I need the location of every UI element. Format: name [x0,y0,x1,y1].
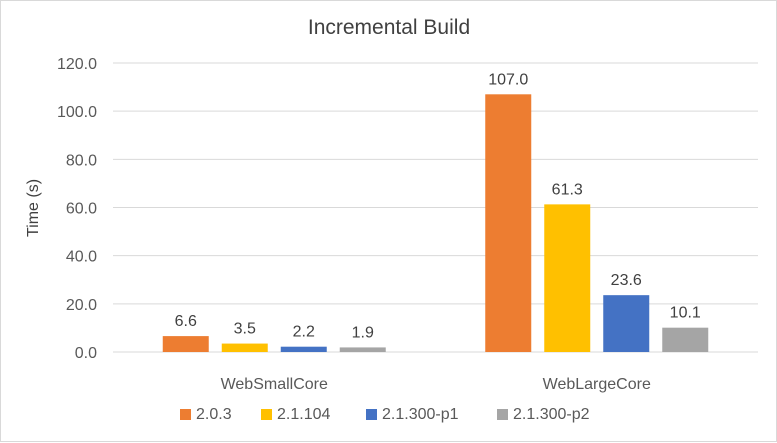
chart-title: Incremental Build [308,16,470,39]
bar-websmallcore-2-1-300-p1 [280,346,327,352]
data-label-websmallcore-2-1-300-p2: 1.9 [352,324,374,341]
data-label-websmallcore-2-0-3: 6.6 [175,313,197,330]
legend-swatch-2-1-104 [261,409,272,420]
y-axis-label: Time (s) [25,179,42,237]
y-tick-label: 40.0 [66,249,97,266]
bar-websmallcore-2-1-104 [221,343,268,352]
y-tick-label: 100.0 [57,104,97,121]
bar-websmallcore-2-1-300-p2 [339,347,386,352]
bar-weblargecore-2-1-300-p2 [662,327,709,352]
legend: 2.0.3 2.1.104 2.1.300-p1 2.1.300-p2 [180,406,590,423]
legend-swatch-2-0-3 [180,409,191,420]
gridlines [113,62,758,353]
legend-label-2-1-300-p1: 2.1.300-p1 [382,406,459,423]
legend-swatch-2-1-300-p1 [366,409,377,420]
bar-weblargecore-2-1-104 [544,204,591,352]
x-tick-label-weblargecore: WebLargeCore [543,376,651,393]
legend-label-2-1-104: 2.1.104 [277,406,330,423]
bar-weblargecore-2-0-3 [485,94,532,352]
bars [162,94,709,352]
y-tick-label: 120.0 [57,56,97,73]
legend-label-2-1-300-p2: 2.1.300-p2 [513,406,590,423]
data-label-weblargecore-2-1-300-p1: 23.6 [611,272,642,289]
data-labels: 6.6 3.5 2.2 1.9 107.0 61.3 23.6 10.1 [175,71,701,341]
y-axis-ticks: 0.0 20.0 40.0 60.0 80.0 100.0 120.0 [57,56,97,362]
data-label-websmallcore-2-1-300-p1: 2.2 [293,324,315,341]
y-tick-label: 0.0 [75,345,97,362]
legend-swatch-2-1-300-p2 [497,409,508,420]
data-label-weblargecore-2-1-300-p2: 10.1 [670,305,701,322]
data-label-weblargecore-2-0-3: 107.0 [488,71,528,88]
data-label-weblargecore-2-1-104: 61.3 [552,181,583,198]
x-axis-ticks: WebSmallCore WebLargeCore [221,376,651,393]
legend-label-2-0-3: 2.0.3 [196,406,232,423]
x-tick-label-websmallcore: WebSmallCore [221,376,328,393]
y-tick-label: 20.0 [66,297,97,314]
bar-websmallcore-2-0-3 [162,336,209,352]
y-tick-label: 80.0 [66,152,97,169]
data-label-websmallcore-2-1-104: 3.5 [234,321,256,338]
bar-weblargecore-2-1-300-p1 [603,295,650,352]
y-tick-label: 60.0 [66,201,97,218]
